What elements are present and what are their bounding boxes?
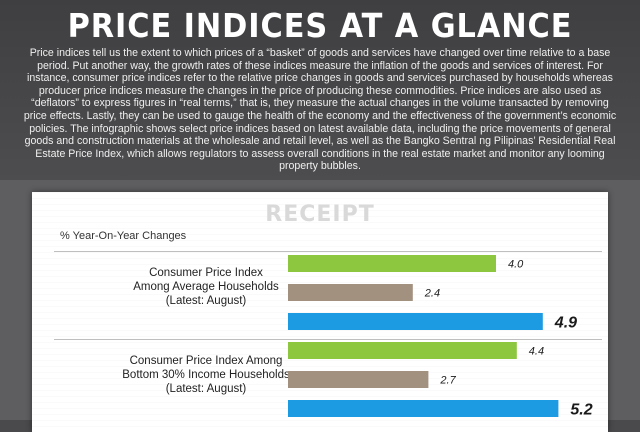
bar bbox=[288, 400, 559, 417]
category-label-line: Among Average Households bbox=[133, 281, 279, 293]
header: PRICE INDICES AT A GLANCE Price indices … bbox=[0, 0, 640, 180]
category-label-line: (Latest: August) bbox=[165, 295, 247, 307]
category-label-line: Consumer Price Index bbox=[149, 267, 263, 279]
bar bbox=[288, 313, 543, 330]
category-label-line: Bottom 30% Income Households bbox=[122, 369, 290, 381]
category-label-line: Consumer Price Index Among bbox=[129, 355, 283, 367]
category-label-line: (Latest: August) bbox=[165, 383, 247, 395]
data-label: 5.2 bbox=[570, 402, 592, 419]
data-label: 4.4 bbox=[529, 346, 544, 358]
data-label: 4.0 bbox=[508, 259, 524, 271]
divider bbox=[54, 251, 602, 252]
intro-paragraph: Price indices tell us the extent to whic… bbox=[23, 47, 617, 173]
receipt-panel: RECEIPT % Year-On-Year Changes Consumer … bbox=[32, 192, 608, 432]
category-label: Consumer Price Index Among Average House… bbox=[122, 266, 290, 308]
bar-chart: 4.0 2.4 4.9 4.4 2.7 5.2 bbox=[288, 255, 593, 419]
bar bbox=[288, 371, 429, 388]
page-title: PRICE INDICES AT A GLANCE bbox=[67, 6, 573, 45]
bar bbox=[288, 284, 413, 301]
bar bbox=[288, 255, 496, 272]
data-label: 4.9 bbox=[554, 315, 577, 332]
category-label: Consumer Price Index Among Bottom 30% In… bbox=[122, 354, 290, 396]
data-label: 2.7 bbox=[439, 375, 456, 387]
divider bbox=[54, 339, 602, 340]
bar bbox=[288, 342, 517, 359]
chart-subtitle: % Year-On-Year Changes bbox=[60, 230, 187, 242]
data-label: 2.4 bbox=[424, 288, 440, 300]
receipt-label: RECEIPT bbox=[265, 202, 375, 227]
